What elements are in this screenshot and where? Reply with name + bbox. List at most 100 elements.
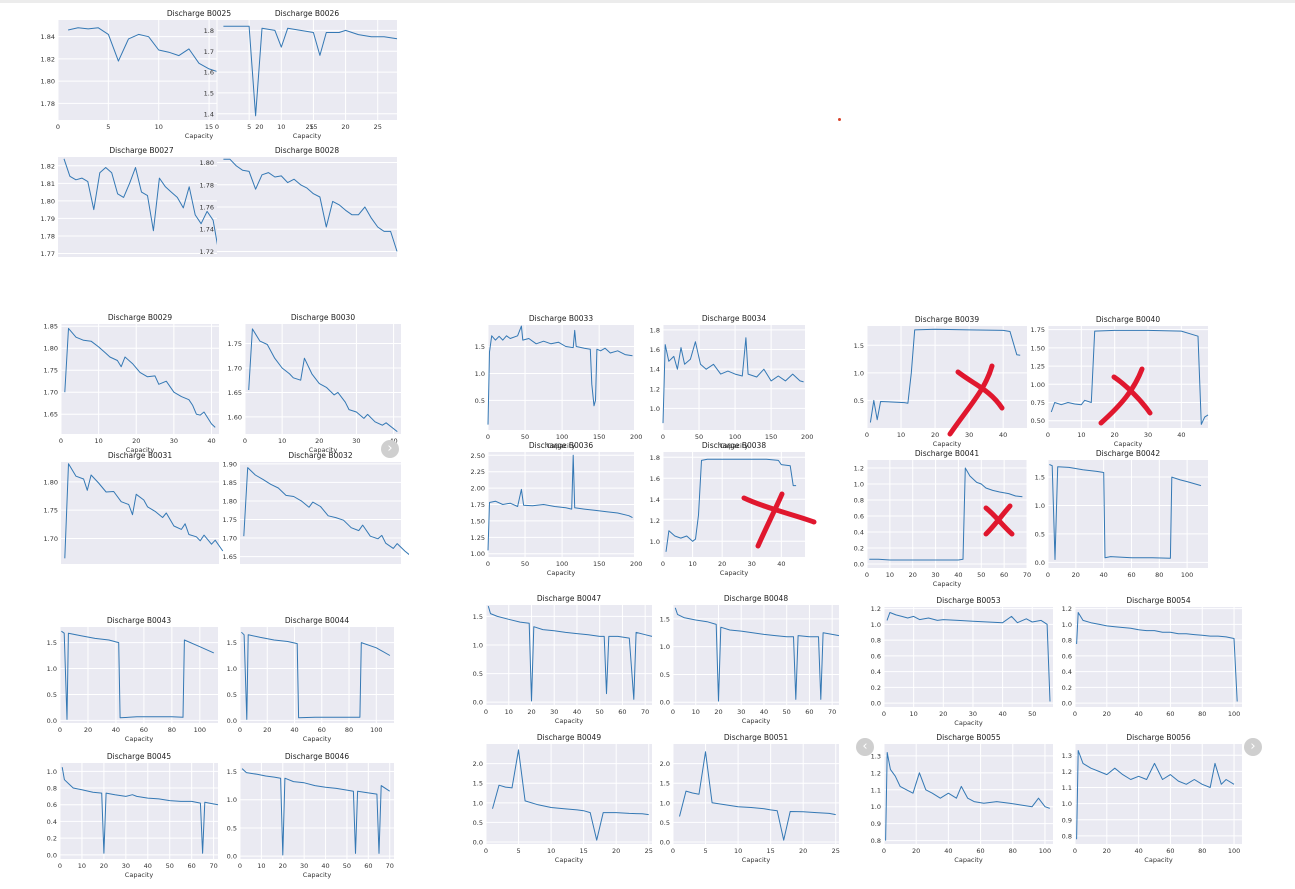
series-line: [1076, 612, 1238, 702]
plot-area: [488, 325, 634, 430]
y-tick-label: 0.0: [660, 699, 670, 707]
series-line: [1049, 464, 1202, 560]
chart-title: Discharge B0036: [529, 441, 593, 450]
x-tick-label: 10: [278, 437, 286, 445]
chevron-left-icon: ‹: [862, 739, 868, 754]
y-tick-label: 0.8: [854, 497, 864, 505]
x-axis-label: Capacity: [954, 856, 983, 864]
series-line: [61, 767, 219, 854]
x-tick-label: 40: [144, 862, 152, 870]
y-tick-label: 1.2: [871, 769, 881, 777]
x-tick-label: 20: [912, 847, 920, 855]
chart-discharge-b0042: 0.0 0.5 1.0 1.5 0 20 40 60 80 100 Discharge B0042: [1022, 448, 1216, 598]
x-tick-label: 20: [132, 437, 140, 445]
x-axis-label: Capacity: [742, 717, 771, 725]
y-tick-label: 1.2: [1062, 605, 1072, 613]
series-line: [241, 631, 391, 720]
x-tick-label: 10: [78, 862, 86, 870]
y-tick-label: 1.85: [44, 323, 58, 331]
y-tick-label: 1.78: [200, 181, 214, 189]
y-tick-label: 1.5: [854, 342, 864, 350]
y-tick-label: 0.5: [1035, 530, 1045, 538]
y-tick-label: 1.2: [650, 385, 660, 393]
y-tick-label: 0.8: [47, 785, 57, 793]
y-tick-label: 1.70: [223, 535, 237, 543]
plot-area: [240, 763, 394, 859]
plot-area: [673, 744, 839, 844]
series-line: [665, 458, 797, 552]
y-tick-label: 1.1: [1062, 784, 1072, 792]
x-tick-label: 15: [205, 123, 213, 131]
x-axis-label: Capacity: [547, 569, 576, 577]
y-tick-label: 0.2: [871, 684, 881, 692]
series-line: [63, 158, 220, 254]
series-line: [223, 158, 398, 252]
x-tick-label: 50: [1028, 710, 1036, 718]
y-tick-label: 1.00: [471, 550, 485, 558]
x-tick-label: 30: [969, 710, 977, 718]
y-tick-label: 1.7: [204, 48, 214, 56]
x-tick-label: 40: [944, 847, 952, 855]
y-tick-label: 1.0: [854, 369, 864, 377]
x-tick-label: 40: [321, 862, 329, 870]
y-tick-label: 1.2: [871, 605, 881, 613]
x-axis-label: Capacity: [933, 580, 962, 588]
y-tick-label: 2.0: [660, 760, 670, 768]
y-tick-label: 0.6: [854, 513, 864, 521]
carousel-next-button[interactable]: ›: [381, 440, 399, 458]
x-tick-label: 70: [209, 862, 217, 870]
y-tick-label: 1.25: [1031, 363, 1045, 371]
plot-area: [486, 605, 652, 705]
x-tick-label: 10: [886, 571, 894, 579]
carousel-next-button-2[interactable]: ›: [1244, 738, 1262, 756]
y-tick-label: 0.2: [854, 545, 864, 553]
y-tick-label: 1.0: [854, 481, 864, 489]
y-tick-label: 0.5: [854, 397, 864, 405]
plot-area: [673, 605, 839, 705]
y-tick-label: 1.0: [660, 643, 670, 651]
series-line: [679, 751, 836, 841]
y-tick-label: 1.75: [471, 501, 485, 509]
y-tick-label: 1.5: [204, 89, 214, 97]
chart-title: Discharge B0029: [108, 313, 172, 322]
chart-discharge-b0027: 1.77 1.78 1.79 1.80 1.81 1.82 Discharge B0027: [32, 145, 233, 287]
chart-svg: 0.5 1.0 1.5 0 50 100 150 200 Discharge B0033 Capa…: [475, 314, 643, 450]
x-tick-label: 20: [315, 437, 323, 445]
y-tick-label: 0.0: [1035, 559, 1045, 567]
x-tick-label: 50: [977, 571, 985, 579]
x-tick-label: 150: [765, 433, 777, 441]
chart-svg: 0.0 0.2 0.4 0.6 0.8 1.0 1.2 0 20 40 60 80 100 Dischar…: [1062, 596, 1242, 718]
chart-discharge-b0053: 0.0 0.2 0.4 0.6 0.8 1.0 1.2 0 10 20 30 40 50 Discharg…: [858, 595, 1061, 737]
x-tick-label: 0: [661, 560, 665, 568]
x-tick-label: 80: [1198, 847, 1206, 855]
x-tick-label: 30: [748, 560, 756, 568]
chart-discharge-b0043: 0.0 0.5 1.0 1.5 0 20 40 60 80 100 Discharge B0043 C…: [34, 615, 226, 753]
chart-discharge-b0047: 0.0 0.5 1.0 1.5 0 10 20 30 40 50 60 70 Discharge B00…: [460, 593, 660, 735]
carousel-prev-button[interactable]: ‹: [856, 738, 874, 756]
red-x-mark-b0040: [1098, 366, 1153, 426]
series-line: [886, 612, 1051, 702]
x-tick-label: 80: [1009, 847, 1017, 855]
series-line: [885, 752, 1050, 841]
x-tick-label: 40: [207, 437, 215, 445]
x-tick-label: 40: [1134, 847, 1142, 855]
y-tick-label: 0.0: [1062, 700, 1072, 708]
chart-svg: 1.0 1.2 1.4 1.6 1.8 0 50 100 150 200 Discharge B00…: [650, 314, 814, 450]
x-tick-label: 10: [734, 847, 742, 855]
y-tick-label: 1.4: [204, 110, 214, 118]
y-tick-label: 1.65: [44, 411, 58, 419]
x-axis-label: Capacity: [125, 735, 154, 743]
chevron-right-icon: ›: [387, 441, 393, 456]
y-tick-label: 0.5: [47, 691, 57, 699]
y-tick-label: 1.79: [41, 215, 55, 223]
x-tick-label: 200: [630, 433, 642, 441]
chart-discharge-b0026: 1.4 1.5 1.6 1.7 1.8 0 5 10 15 20 25 Discharge B0026…: [191, 8, 405, 150]
y-tick-label: 1.4: [650, 366, 660, 374]
chart-discharge-b0039: 0.5 1.0 1.5 0 10 20 30 40 Discharge B0039 Capacit…: [841, 314, 1035, 458]
y-tick-label: 0.0: [227, 717, 237, 725]
chart-title: Discharge B0038: [702, 441, 766, 450]
x-tick-label: 50: [521, 560, 529, 568]
x-tick-label: 60: [1127, 571, 1135, 579]
x-tick-label: 0: [865, 431, 869, 439]
y-tick-label: 1.0: [1062, 800, 1072, 808]
